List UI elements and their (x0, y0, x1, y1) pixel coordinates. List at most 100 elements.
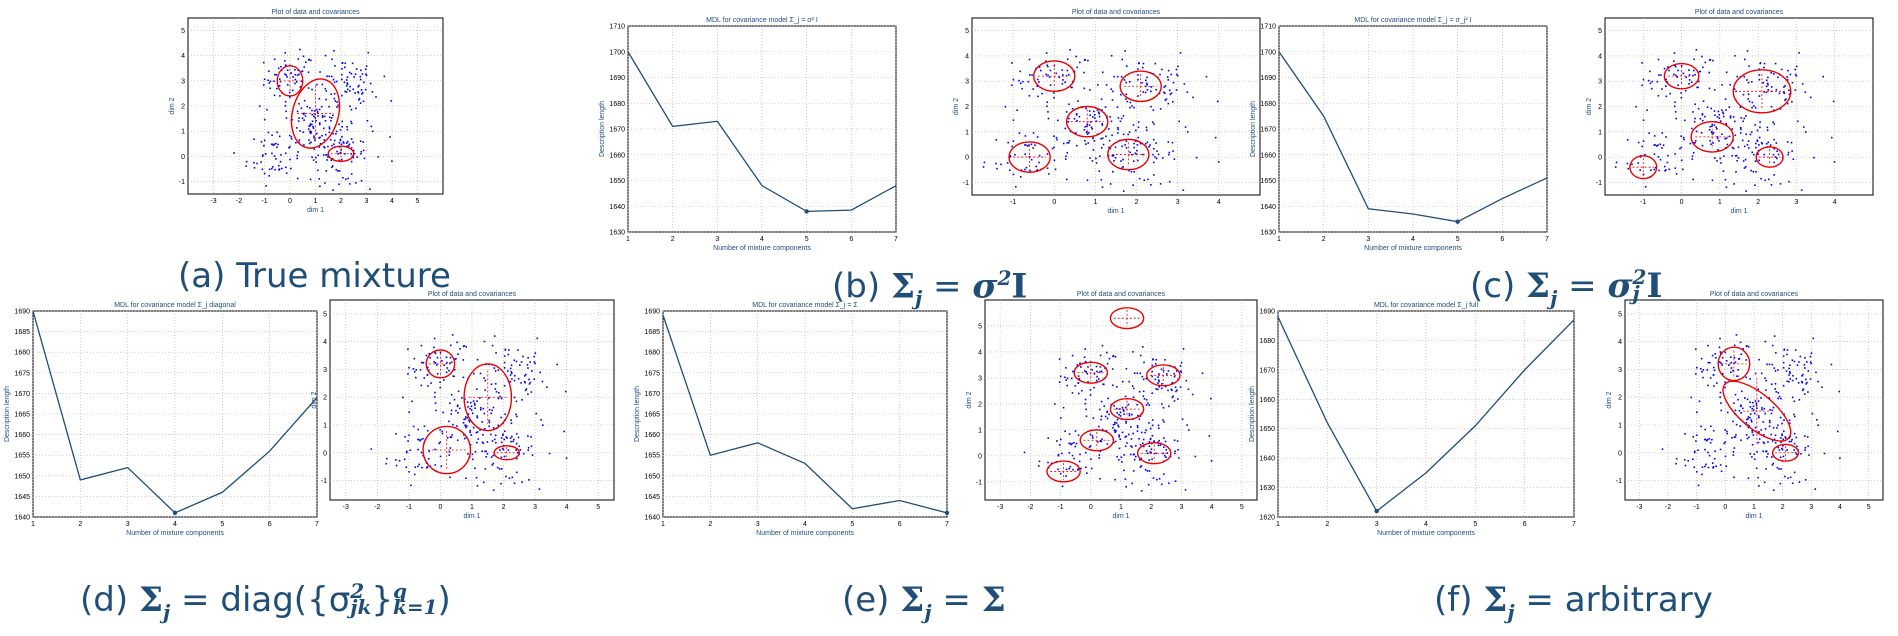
data-point (1773, 174, 1775, 176)
data-point (1106, 410, 1109, 413)
caption-e-rhs: Σ (981, 580, 1006, 620)
data-point (1783, 348, 1786, 351)
data-point (1641, 145, 1644, 148)
data-point (1116, 75, 1119, 78)
data-point (1065, 468, 1068, 471)
data-point (497, 397, 500, 400)
data-point (1110, 120, 1113, 123)
caption-e: (e) Σj = Σ (842, 580, 1006, 624)
chart-f-mdl: 1 2 3 4 5 6 716201630164016501660167016801690M… (1249, 302, 1576, 537)
data-point (1691, 127, 1693, 130)
data-point (1701, 113, 1704, 115)
data-point (510, 422, 513, 424)
data-point (1099, 155, 1101, 157)
caption-e-sub: j (924, 599, 932, 624)
caption-d-close-sub: k=1 (392, 594, 438, 619)
data-point (1788, 419, 1791, 421)
covariance-ellipse (1771, 443, 1800, 462)
data-point (1122, 115, 1125, 117)
data-point (1089, 89, 1091, 91)
data-point (1158, 380, 1160, 383)
data-point (1177, 448, 1179, 451)
data-point (473, 402, 476, 405)
data-point (1086, 131, 1088, 133)
data-point (1774, 370, 1777, 372)
data-point (1769, 144, 1772, 146)
data-point (1084, 139, 1086, 142)
data-point (1139, 466, 1142, 468)
data-point (1134, 129, 1137, 132)
data-point (1651, 80, 1654, 83)
x-tick-label: 1 (31, 521, 35, 528)
data-point (1750, 420, 1753, 423)
data-point (440, 465, 443, 468)
data-point (283, 60, 286, 62)
data-point (1746, 50, 1749, 52)
data-point (484, 379, 487, 382)
data-point (1830, 363, 1833, 366)
data-point (1791, 396, 1794, 399)
data-point (1068, 139, 1071, 142)
data-point (312, 159, 315, 161)
data-point (1742, 93, 1745, 96)
data-point (1695, 48, 1698, 51)
data-point (417, 448, 419, 451)
y-axis-label: Description length (634, 386, 641, 442)
data-point (1752, 434, 1755, 436)
data-point (1719, 391, 1722, 394)
x-tick-label: 2 (1781, 504, 1785, 511)
data-point (1734, 361, 1737, 364)
caption-d-eq: = (181, 580, 210, 620)
data-point (1100, 178, 1103, 181)
data-point (1083, 87, 1086, 90)
data-point (1722, 111, 1724, 114)
caption-b-sub: j (914, 286, 923, 311)
data-point (1178, 457, 1180, 459)
data-point (1039, 69, 1042, 72)
data-point (1174, 450, 1177, 452)
data-point (1821, 386, 1823, 389)
data-point (1182, 189, 1185, 191)
data-point (1701, 473, 1703, 476)
data-point (344, 66, 346, 69)
data-point (299, 130, 301, 132)
data-point (1110, 55, 1113, 57)
data-point (285, 74, 287, 76)
data-point (1038, 161, 1040, 164)
data-point (362, 100, 365, 103)
data-point (1106, 411, 1108, 414)
data-point (488, 397, 490, 399)
data-point (449, 476, 451, 479)
data-point (480, 407, 482, 409)
data-point (1779, 183, 1782, 185)
data-point (1695, 130, 1698, 133)
data-point (1068, 103, 1070, 106)
data-point (1713, 457, 1716, 460)
data-point (1109, 147, 1112, 150)
data-point (1129, 101, 1132, 104)
data-point (1099, 450, 1102, 453)
x-axis-label: dim 1 (1745, 513, 1762, 520)
data-point (352, 156, 355, 159)
data-point (1746, 79, 1748, 81)
data-point (1767, 76, 1769, 79)
data-point (1120, 93, 1122, 96)
data-point (1079, 453, 1081, 456)
data-point (1724, 381, 1726, 384)
data-point (1740, 128, 1742, 131)
data-point (507, 370, 509, 372)
data-point (509, 374, 512, 376)
data-point (1682, 72, 1685, 75)
data-point (1163, 473, 1165, 475)
data-point (1770, 86, 1773, 88)
data-point (1740, 404, 1742, 407)
data-point (529, 361, 531, 363)
data-point (1121, 461, 1123, 463)
data-point (1749, 416, 1751, 419)
data-point (336, 106, 338, 108)
data-point (1749, 453, 1752, 455)
data-point (1028, 94, 1031, 97)
data-point (271, 166, 274, 168)
data-point (1186, 424, 1189, 426)
data-point (354, 92, 356, 94)
